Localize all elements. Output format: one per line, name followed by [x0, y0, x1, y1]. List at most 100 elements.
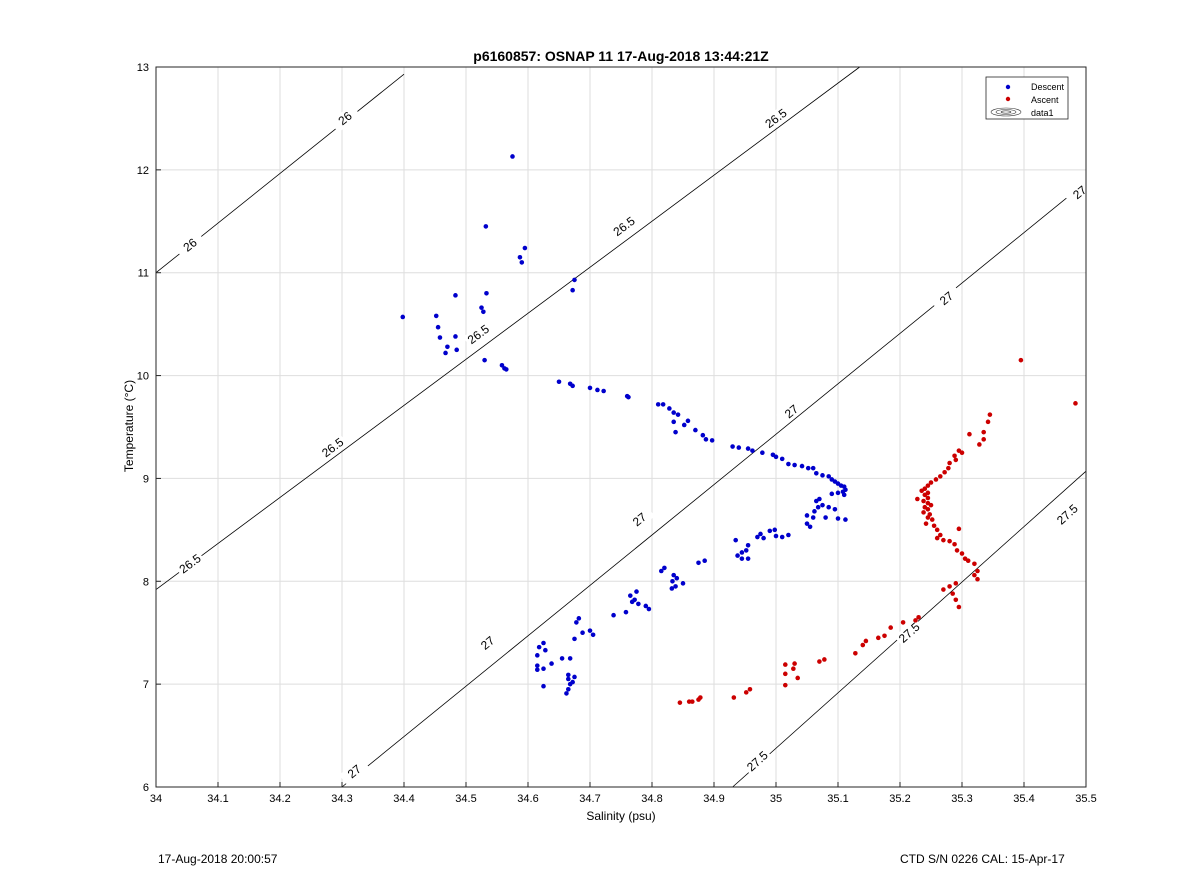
descent-point: [799, 463, 805, 469]
descent-point: [804, 513, 810, 518]
descent-point: [835, 516, 841, 521]
ascent-point: [925, 483, 931, 488]
ascent-point: [953, 597, 959, 603]
ascent-point: [822, 657, 827, 662]
x-tick-label: 34.3: [331, 793, 352, 805]
descent-point: [484, 290, 489, 296]
x-tick-label: 34.2: [269, 793, 290, 805]
descent-point: [810, 465, 816, 471]
grid-layer: [155, 66, 1087, 788]
descent-point: [611, 612, 616, 618]
descent-point: [792, 462, 797, 468]
descent-point: [667, 406, 672, 411]
descent-point: [685, 418, 691, 424]
ascent-point: [743, 690, 749, 695]
descent-point: [660, 402, 666, 407]
ascent-point: [934, 535, 940, 541]
ascent-point: [783, 662, 788, 667]
ascent-point: [783, 671, 788, 677]
descent-point: [595, 387, 600, 393]
contour-label-bg: [317, 433, 349, 462]
descent-point: [572, 674, 577, 680]
descent-point: [483, 224, 489, 229]
y-tick-label: 7: [143, 679, 149, 691]
ascent-point: [915, 496, 920, 502]
ascent-point: [987, 412, 993, 417]
ascent-point: [954, 548, 960, 553]
y-tick-label: 6: [143, 782, 149, 794]
descent-point: [628, 593, 633, 598]
ascent-point: [913, 618, 918, 623]
ascent-point: [928, 480, 934, 485]
ascent-point: [817, 659, 822, 664]
descent-point: [820, 473, 825, 478]
legend-ascent-marker: [1005, 96, 1011, 102]
descent-point: [673, 429, 678, 435]
descent-point: [772, 527, 778, 533]
descent-point: [730, 444, 735, 449]
descent-point: [779, 534, 785, 540]
ascent-point: [950, 591, 955, 596]
ascent-point: [942, 469, 947, 475]
descent-point: [559, 656, 565, 661]
descent-point: [590, 632, 596, 638]
contour-label-bg: [329, 104, 361, 133]
x-axis-label: Salinity (psu): [586, 809, 655, 823]
x-tick-label: 34.9: [703, 793, 724, 805]
descent-point: [510, 154, 515, 159]
descent-point: [626, 394, 631, 400]
ascent-point: [952, 453, 957, 459]
legend: Descent Ascent data1: [985, 76, 1069, 120]
descent-point: [758, 531, 763, 537]
descent-point: [826, 474, 831, 479]
ascent-point: [853, 650, 858, 656]
descent-point: [674, 575, 680, 581]
descent-point: [504, 367, 509, 372]
ascent-point: [921, 510, 926, 515]
descent-point: [820, 502, 825, 508]
ascent-point: [956, 604, 962, 610]
ascent-point: [1018, 357, 1024, 363]
descent-point: [541, 666, 546, 672]
ascent-point: [947, 460, 952, 466]
ascent-point: [941, 587, 946, 592]
descent-point: [709, 438, 715, 443]
x-tick-label: 34.1: [207, 793, 228, 805]
ascent-point: [934, 527, 940, 533]
ascent-point: [747, 686, 753, 692]
ascent-point: [938, 474, 943, 479]
descent-point: [454, 347, 460, 353]
contour-label-bg: [760, 104, 792, 133]
legend-box: [985, 76, 1069, 120]
contour-label-bg: [776, 397, 807, 426]
descent-point: [675, 412, 681, 417]
ascent-point: [863, 638, 869, 644]
descent-point: [400, 314, 406, 320]
descent-point: [735, 553, 740, 558]
axes-box: [155, 66, 1087, 788]
descent-point: [832, 506, 838, 512]
descent-point: [671, 410, 676, 415]
descent-point: [670, 578, 675, 584]
ascent-point: [916, 614, 921, 620]
descent-point: [634, 589, 639, 594]
ascent-point: [985, 419, 991, 425]
descent-point: [522, 245, 528, 251]
descent-point: [482, 357, 487, 363]
descent-point: [587, 628, 593, 633]
descent-point: [536, 644, 542, 650]
descent-point: [549, 661, 554, 666]
contour-label-bg: [174, 230, 206, 260]
descent-point: [669, 586, 675, 591]
descent-point: [662, 565, 667, 571]
descent-point: [829, 491, 835, 497]
descent-point: [804, 521, 810, 526]
descent-point: [703, 437, 709, 442]
ascent-point: [791, 666, 796, 672]
x-tick-label: 34: [150, 793, 162, 805]
descent-point: [580, 630, 585, 636]
descent-point: [479, 305, 484, 310]
ascent-series: [677, 357, 1078, 705]
descent-point: [835, 490, 841, 496]
ascent-point: [921, 498, 926, 504]
